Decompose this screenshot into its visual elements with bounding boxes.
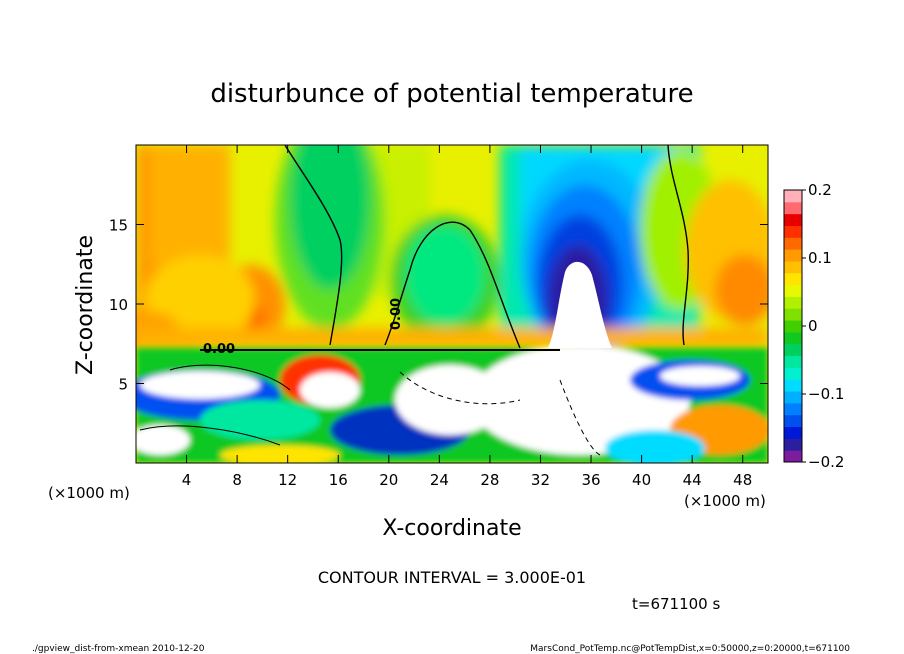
colorbar-swatch xyxy=(784,355,802,368)
colorbar-tick-label: 0 xyxy=(808,317,818,335)
x-tick-label: 32 xyxy=(531,471,550,489)
colorbar-swatch xyxy=(784,438,802,451)
colorbar-swatch xyxy=(784,367,802,380)
white-plume xyxy=(548,261,612,348)
contour-label-2: 0.00 xyxy=(389,298,404,330)
contour-lines xyxy=(139,145,689,456)
contour-label-1: 0.00 xyxy=(203,342,235,357)
x-tick-label: 40 xyxy=(632,471,651,489)
x-tick-label: 28 xyxy=(480,471,499,489)
chart-title: disturbunce of potential temperature xyxy=(210,79,693,109)
x-tick-label: 20 xyxy=(379,471,398,489)
colorbar-swatch xyxy=(784,260,802,274)
x-axis: 4 8 12 16 20 24 28 32 36 40 44 48 xyxy=(182,145,752,489)
colorbar-swatch xyxy=(784,190,802,203)
colorbar-tick-label: 0.2 xyxy=(808,181,832,199)
colorbar-swatch xyxy=(784,450,802,463)
colorbar-swatch xyxy=(784,296,802,309)
x-tick-label: 4 xyxy=(182,471,192,489)
x-unit-left: (×1000 m) xyxy=(48,484,130,502)
colorbar-swatch xyxy=(784,249,802,262)
x-tick-label: 8 xyxy=(232,471,242,489)
colorbar-swatch xyxy=(784,414,802,428)
x-tick-label: 16 xyxy=(329,471,348,489)
colorbar-tick-label: −0.1 xyxy=(808,385,844,403)
lower-field xyxy=(136,345,768,463)
colorbar-swatch xyxy=(784,201,802,215)
colorbar-swatch xyxy=(784,391,802,404)
x-tick-label: 36 xyxy=(581,471,600,489)
colorbar-swatch xyxy=(784,308,802,321)
x-tick-label: 48 xyxy=(733,471,752,489)
x-tick-label: 12 xyxy=(278,471,297,489)
colorbar-swatch xyxy=(784,402,802,416)
footer-left: ./gpview_dist-from-xmean 2010-12-20 xyxy=(32,644,205,654)
colorbar-swatch xyxy=(784,284,802,297)
colorbar-swatch xyxy=(784,426,802,439)
plot-area: 0.00 0.00 xyxy=(136,145,768,463)
colorbar-swatch xyxy=(784,379,802,392)
colorbar-tick-label: 0.1 xyxy=(808,249,832,267)
colorbar-swatch xyxy=(784,331,802,345)
colorbar: 0.2 0.1 0 −0.1 −0.2 xyxy=(783,181,844,471)
y-axis-label: Z-coordinate xyxy=(73,235,98,375)
contour-interval: CONTOUR INTERVAL = 3.000E-01 xyxy=(318,568,586,587)
footer-right: MarsCond_PotTemp.nc@PotTempDist,x=0:5000… xyxy=(530,644,850,654)
x-tick-label: 44 xyxy=(683,471,702,489)
y-axis: 5 10 15 xyxy=(109,217,768,394)
x-axis-label: X-coordinate xyxy=(382,516,521,541)
x-unit-right: (×1000 m) xyxy=(684,492,766,510)
colorbar-swatch xyxy=(784,237,802,250)
colorbar-swatch xyxy=(784,272,802,286)
colorbar-swatch xyxy=(784,213,802,226)
time-label: t=671100 s xyxy=(632,595,720,613)
y-tick-label: 10 xyxy=(109,296,128,314)
y-tick-label: 5 xyxy=(118,376,128,394)
colorbar-swatch xyxy=(784,343,802,357)
colorbar-swatch xyxy=(784,225,802,238)
x-tick-label: 24 xyxy=(430,471,449,489)
colorbar-swatch xyxy=(784,320,802,333)
y-tick-label: 15 xyxy=(109,217,128,235)
colorbar-tick-label: −0.2 xyxy=(808,453,844,471)
